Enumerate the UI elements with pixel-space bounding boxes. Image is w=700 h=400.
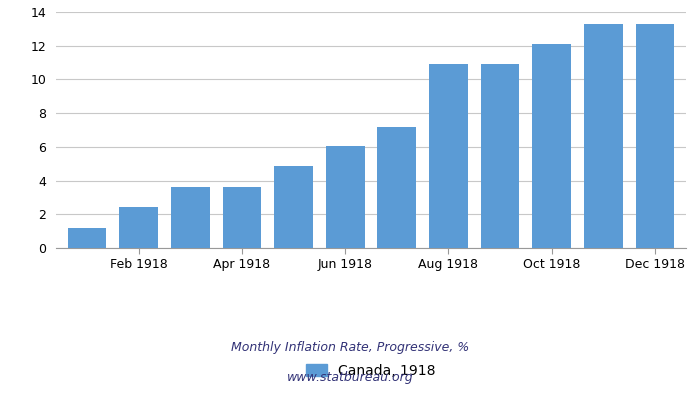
Bar <box>429 64 468 248</box>
Bar <box>274 166 313 248</box>
Bar <box>223 187 261 248</box>
Legend: Canada, 1918: Canada, 1918 <box>307 364 435 378</box>
Bar <box>119 207 158 248</box>
Text: Monthly Inflation Rate, Progressive, %: Monthly Inflation Rate, Progressive, % <box>231 342 469 354</box>
Bar <box>171 187 209 248</box>
Text: www.statbureau.org: www.statbureau.org <box>287 372 413 384</box>
Bar <box>68 228 106 248</box>
Bar <box>481 64 519 248</box>
Bar <box>326 146 365 248</box>
Bar <box>377 127 416 248</box>
Bar <box>584 24 623 248</box>
Bar <box>533 44 571 248</box>
Bar <box>636 24 674 248</box>
